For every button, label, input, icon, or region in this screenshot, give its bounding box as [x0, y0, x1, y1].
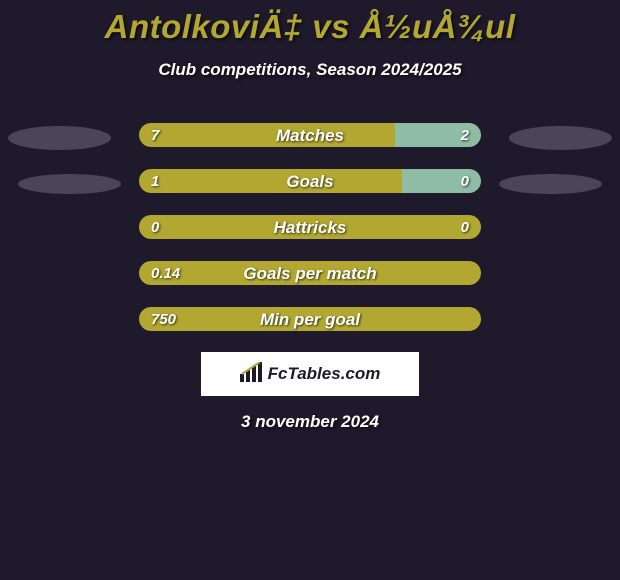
stat-label: Hattricks — [139, 215, 481, 240]
ellipse-right — [499, 174, 602, 194]
stats-block: 7 Matches 2 1 Goals 0 0 Hattricks — [0, 122, 620, 332]
stat-label: Goals — [139, 169, 481, 194]
stat-row: 0 Hattricks 0 — [0, 214, 620, 240]
ellipse-right — [509, 126, 612, 150]
stat-label: Goals per match — [139, 261, 481, 286]
stat-label: Matches — [139, 123, 481, 148]
ellipse-left — [18, 174, 121, 194]
date-label: 3 november 2024 — [0, 412, 620, 432]
comparison-card: AntolkoviÄ‡ vs Å½uÅ¾ul Club competitions… — [0, 0, 620, 580]
stat-row: 7 Matches 2 — [0, 122, 620, 148]
stat-row: 0.14 Goals per match — [0, 260, 620, 286]
stat-value-right: 0 — [461, 215, 469, 240]
stat-row: 1 Goals 0 — [0, 168, 620, 194]
page-subtitle: Club competitions, Season 2024/2025 — [0, 60, 620, 80]
stat-value-right: 0 — [461, 169, 469, 194]
stat-bar: 7 Matches 2 — [138, 122, 482, 148]
ellipse-left — [8, 126, 111, 150]
page-title: AntolkoviÄ‡ vs Å½uÅ¾ul — [0, 0, 620, 46]
stat-bar: 1 Goals 0 — [138, 168, 482, 194]
stat-bar: 750 Min per goal — [138, 306, 482, 332]
logo-box: FcTables.com — [201, 352, 419, 396]
stat-bar: 0 Hattricks 0 — [138, 214, 482, 240]
stat-label: Min per goal — [139, 307, 481, 332]
logo-text: FcTables.com — [268, 364, 381, 384]
chart-icon — [240, 362, 264, 387]
stat-value-right: 2 — [461, 123, 469, 148]
stat-bar: 0.14 Goals per match — [138, 260, 482, 286]
stat-row: 750 Min per goal — [0, 306, 620, 332]
